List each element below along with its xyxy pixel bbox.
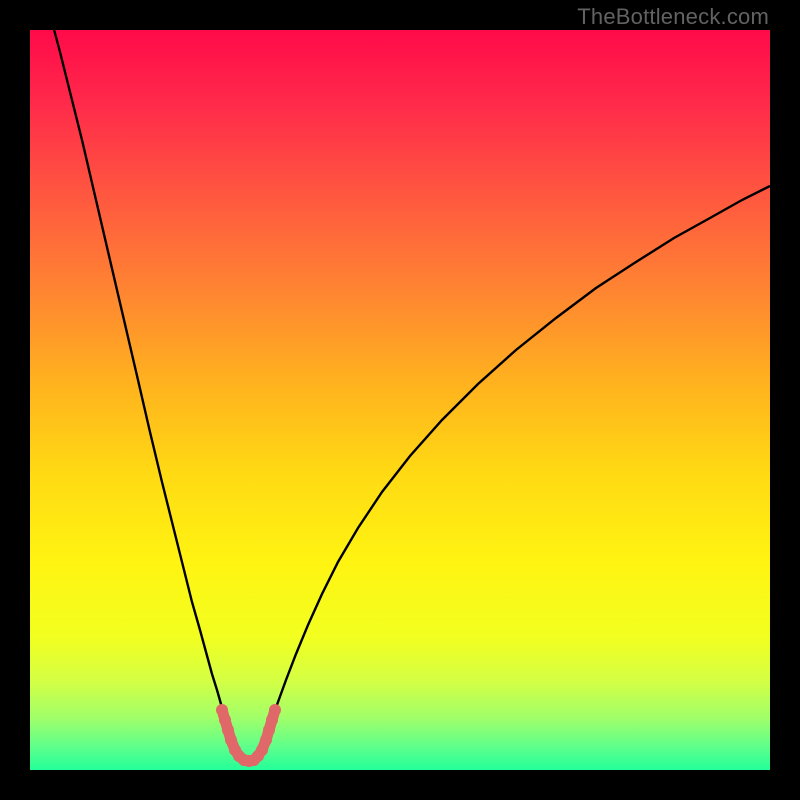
- watermark-text: TheBottleneck.com: [577, 4, 769, 30]
- chart-svg: [30, 30, 770, 770]
- gradient-background: [30, 30, 770, 770]
- chart-frame: TheBottleneck.com: [0, 0, 800, 800]
- plot-area: [30, 30, 770, 770]
